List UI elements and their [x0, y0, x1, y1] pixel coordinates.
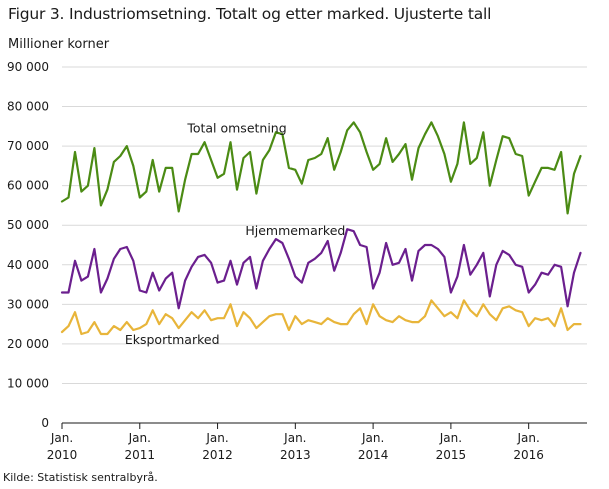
x-tick-label: Jan.: [439, 431, 462, 445]
y-tick-label: 60 000: [7, 179, 49, 193]
x-tick-label: 2014: [358, 448, 389, 462]
x-tick-label: 2010: [47, 448, 78, 462]
y-tick-label: 90 000: [7, 60, 49, 74]
chart-title: Figur 3. Industriomsetning. Totalt og et…: [8, 5, 492, 23]
x-tick-label: Jan.: [205, 431, 228, 445]
y-tick-label: 40 000: [7, 258, 49, 272]
series-line-eksportmarked: [60, 299, 582, 336]
y-axis-tick-labels: 0 10 000 20 000 30 000 40 000 50 000 60 000 70 …: [7, 60, 49, 430]
y-tick-label: 80 000: [7, 100, 49, 114]
source-note: Kilde: Statistisk sentralbyrå.: [3, 471, 158, 484]
x-tick-label: Jan.: [361, 431, 384, 445]
x-tick-label: Jan.: [128, 431, 151, 445]
y-tick-label: 70 000: [7, 139, 49, 153]
series-line-hjemmemarked: [60, 228, 582, 310]
y-tick-label: 10 000: [7, 376, 49, 390]
series-labels: Total omsetning Hjemmemarked Eksportmarked: [125, 120, 345, 347]
series-label-total-omsetning: Total omsetning: [186, 120, 286, 135]
y-tick-label: 30 000: [7, 297, 49, 311]
x-axis: Jan. 2010 Jan. 2011 Jan. 2012 Jan. 2013 Jan. 2014…: [47, 422, 587, 462]
x-tick-label: 2016: [513, 448, 544, 462]
x-tick-label: 2015: [436, 448, 467, 462]
x-tick-label: 2013: [280, 448, 311, 462]
x-tick-label: 2012: [202, 448, 233, 462]
x-tick-label: 2011: [125, 448, 156, 462]
x-tick-label: Jan.: [517, 431, 540, 445]
x-tick-label: Jan.: [50, 431, 73, 445]
series-lines: [60, 121, 582, 336]
x-tick-label: Jan.: [283, 431, 306, 445]
y-axis-unit-label: Millioner korner: [8, 37, 110, 52]
series-label-hjemmemarked: Hjemmemarked: [245, 223, 345, 238]
series-line-total-omsetning: [60, 121, 582, 215]
y-tick-label: 50 000: [7, 218, 49, 232]
series-label-eksportmarked: Eksportmarked: [125, 332, 220, 347]
y-tick-label: 0: [41, 416, 49, 430]
y-tick-label: 20 000: [7, 337, 49, 351]
